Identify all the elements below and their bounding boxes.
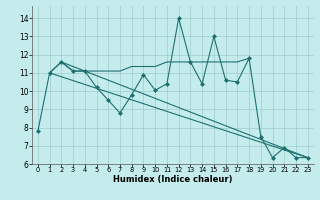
X-axis label: Humidex (Indice chaleur): Humidex (Indice chaleur) xyxy=(113,175,233,184)
